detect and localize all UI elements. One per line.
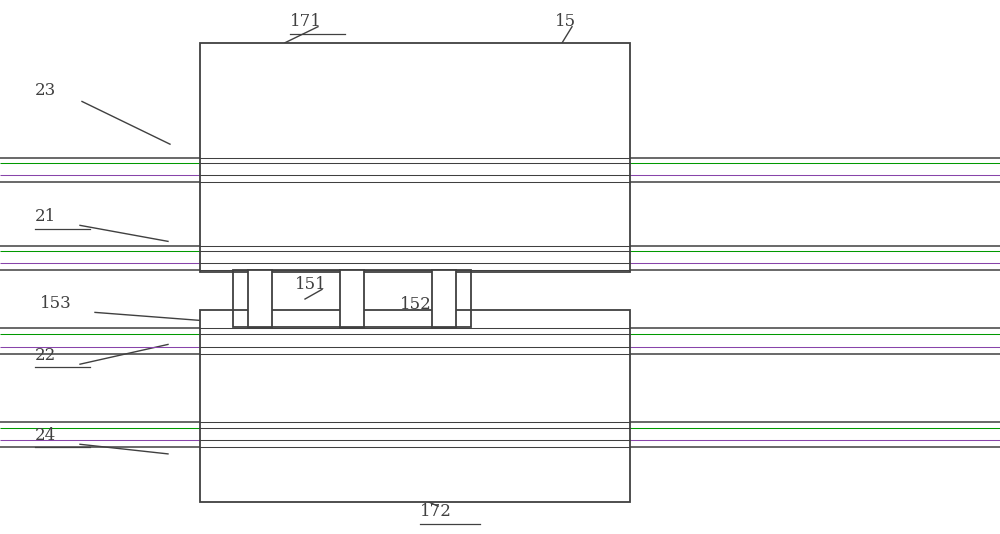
Text: 23: 23 bbox=[35, 82, 56, 99]
Text: 151: 151 bbox=[295, 276, 327, 293]
Bar bbox=[248, 270, 272, 327]
Text: 24: 24 bbox=[35, 427, 56, 444]
Text: 22: 22 bbox=[35, 347, 56, 364]
Bar bbox=[340, 270, 364, 327]
Text: 21: 21 bbox=[35, 208, 56, 225]
Text: 171: 171 bbox=[290, 13, 322, 30]
Text: 172: 172 bbox=[420, 503, 452, 520]
Text: 15: 15 bbox=[555, 13, 576, 30]
Bar bbox=[200, 310, 630, 502]
Text: 152: 152 bbox=[400, 296, 432, 313]
Text: 153: 153 bbox=[40, 295, 72, 312]
Bar bbox=[200, 43, 630, 272]
Bar bbox=[432, 270, 456, 327]
Bar bbox=[233, 270, 471, 327]
